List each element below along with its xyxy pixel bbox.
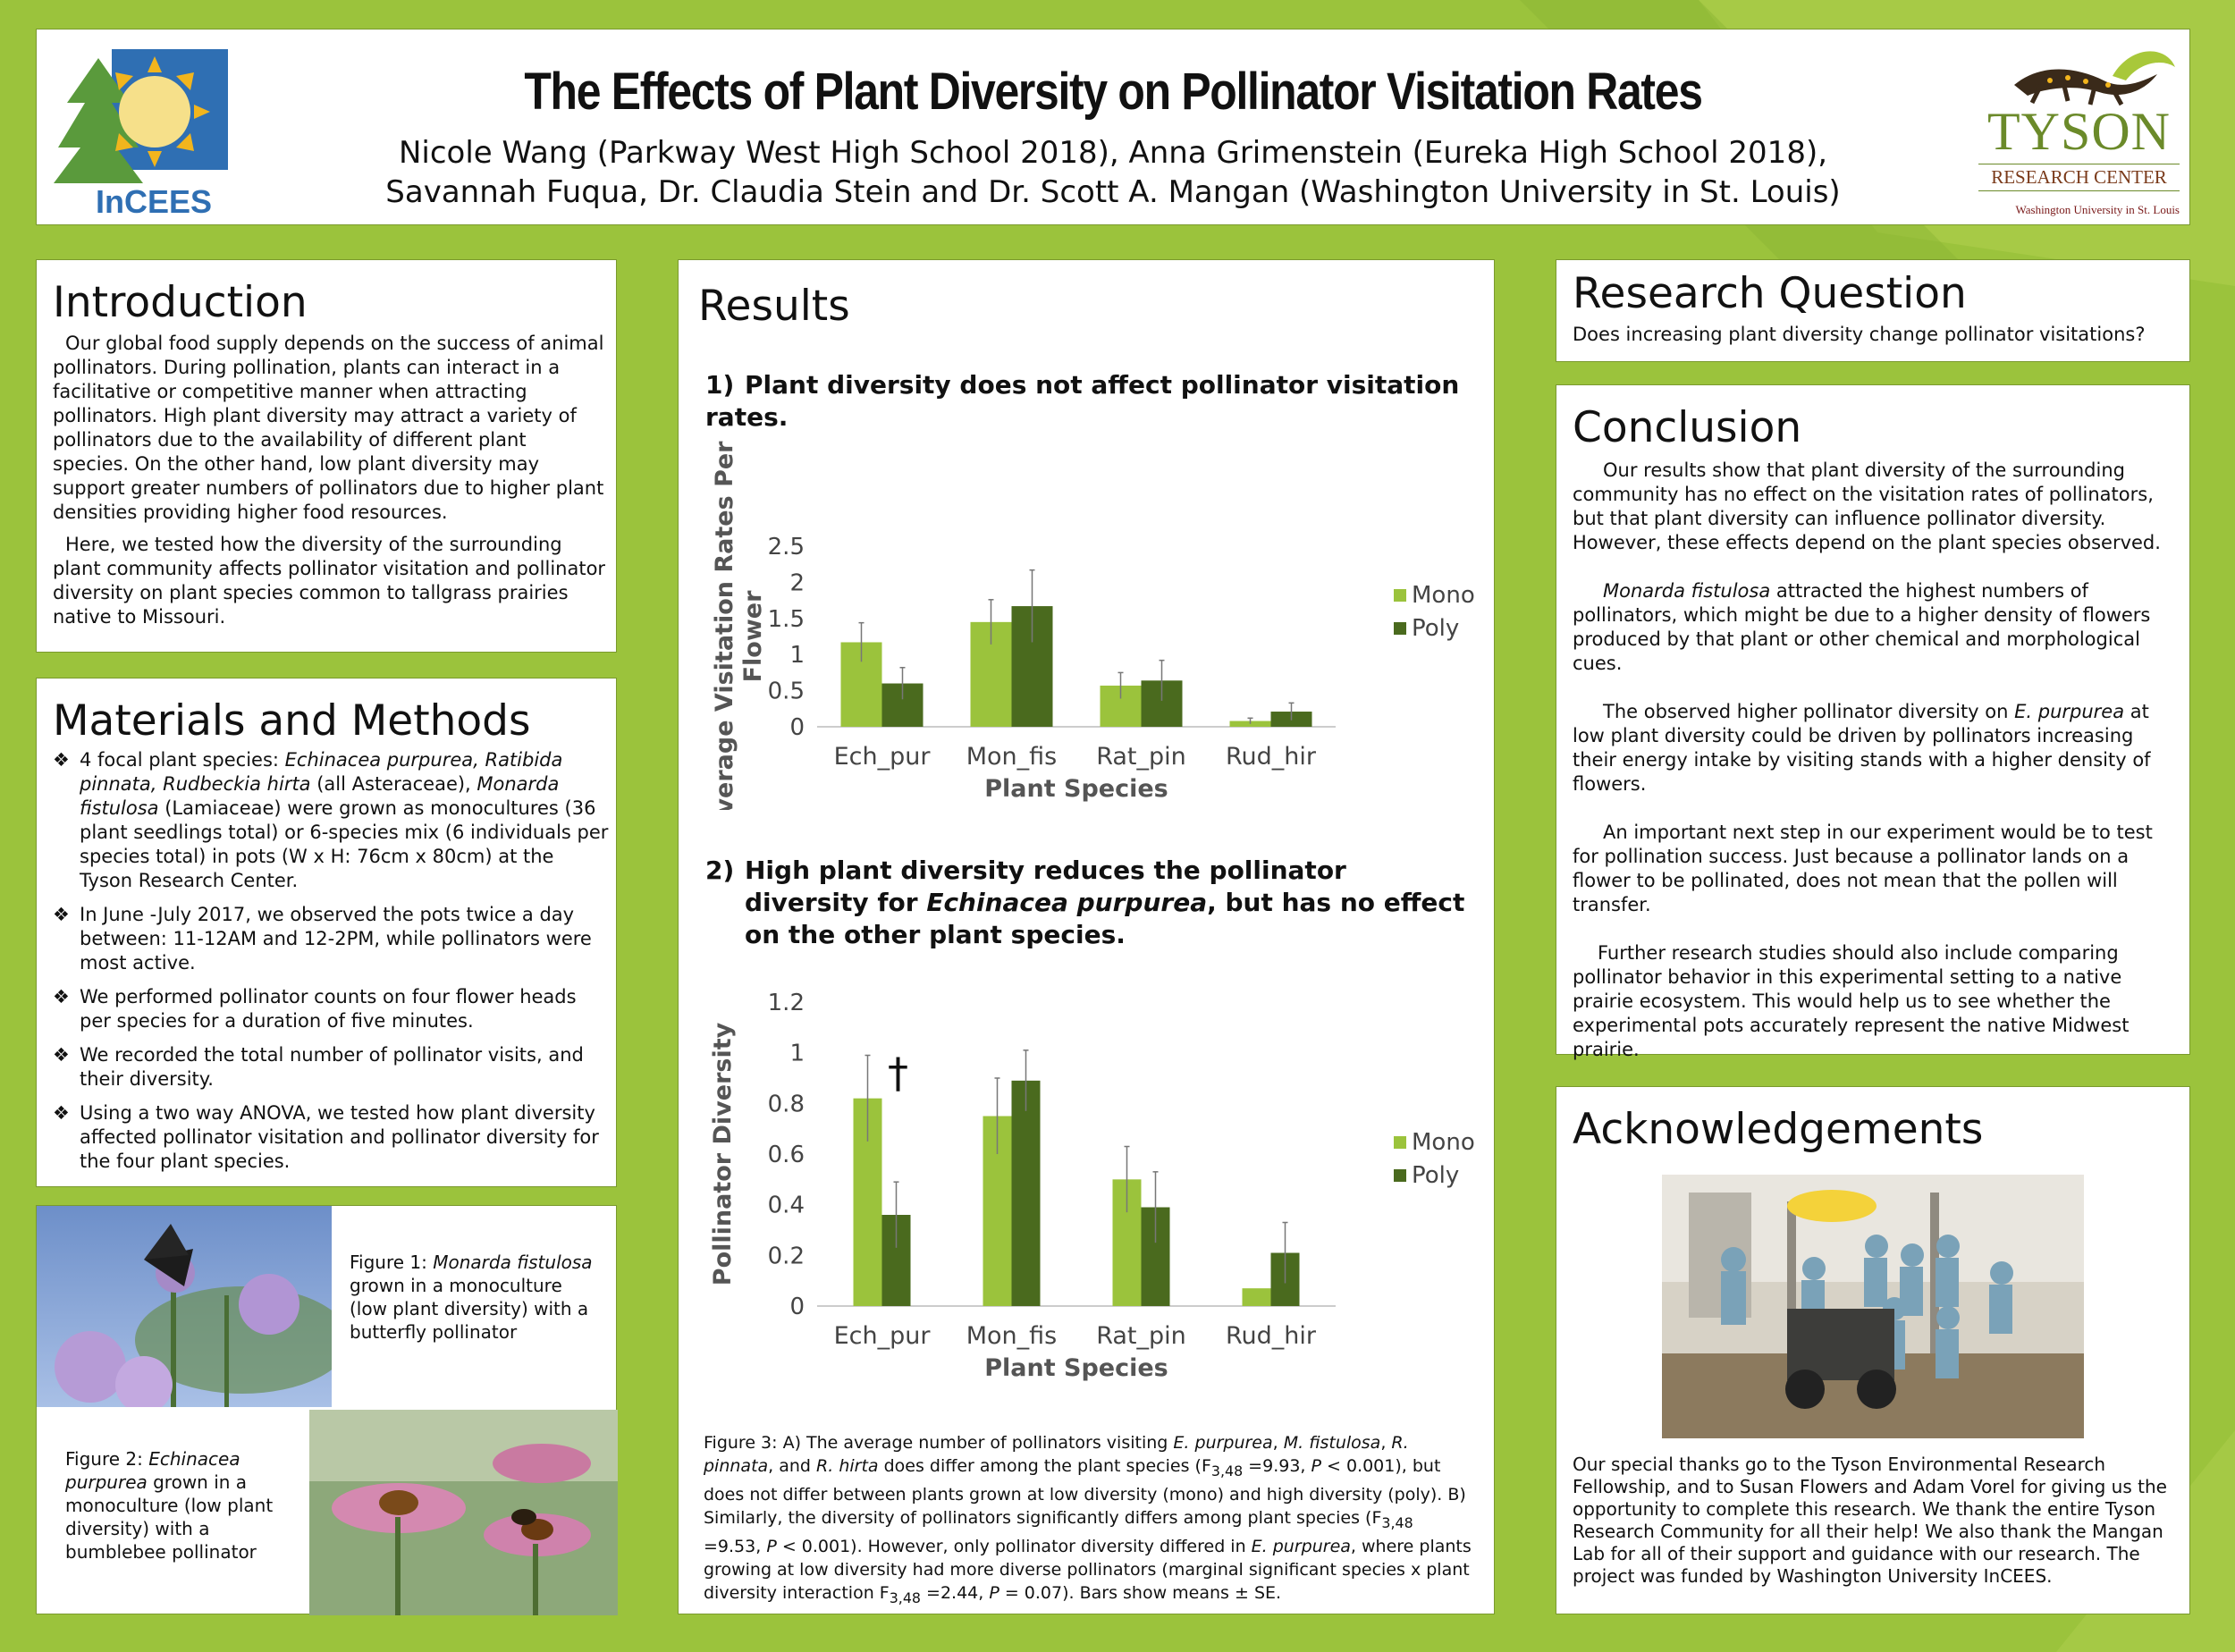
methods-panel: Materials and Methods ❖ 4 focal plant spe… <box>36 678 617 1187</box>
diamond-bullet-icon: ❖ <box>53 1102 70 1124</box>
research-question-panel: Research Question Does increasing plant … <box>1556 259 2190 362</box>
x-tick-label: Mon_fis <box>966 1322 1058 1350</box>
research-question-text: Does increasing plant diversity change p… <box>1573 324 2146 345</box>
acknowledgements-text: Our special thanks go to the Tyson Envir… <box>1573 1454 2167 1587</box>
acknowledgements-panel: Acknowledgements Our speci <box>1556 1086 2190 1614</box>
tyson-logo-wustl: Washington University in St. Louis <box>2015 203 2180 216</box>
salamander-icon <box>2014 51 2175 106</box>
results-panel: Results 1) Plant diversity does not affec… <box>678 259 1495 1614</box>
x-axis-label: Plant Species <box>984 775 1168 803</box>
x-tick-label: Rat_pin <box>1096 743 1186 771</box>
bar-mono-rud_hir <box>1242 1288 1271 1306</box>
y-tick-label: 0 <box>789 1294 805 1320</box>
tyson-logo-sub: RESEARCH CENTER <box>1978 164 2180 191</box>
title-banner: InCEES The Effects of Plant Diversity on… <box>36 29 2190 225</box>
diamond-bullet-icon: ❖ <box>53 749 70 771</box>
y-tick-label: 1 <box>789 1041 805 1067</box>
y-tick-label: 0.8 <box>768 1091 805 1117</box>
introduction-para-2: Here, we tested how the diversity of the… <box>53 534 606 628</box>
legend-swatch-poly <box>1394 1169 1406 1182</box>
diamond-bullet-icon: ❖ <box>53 1044 70 1066</box>
y-tick-label: 0.2 <box>768 1243 805 1269</box>
visitation-rate-chart: 0 0.5 1 1.5 2 2.5 Ech_pur Mon_fis Rat_pin Rud_hir… <box>711 441 1475 810</box>
poster-title: The Effects of Plant Diversity on Pollin… <box>524 63 1703 121</box>
methods-heading: Materials and Methods <box>53 696 531 746</box>
x-tick-label: Mon_fis <box>966 743 1058 771</box>
result-1-title: 1) Plant diversity does not affect pollin… <box>705 370 1460 432</box>
introduction-para-1: Our global food supply depends on the su… <box>53 333 604 523</box>
x-tick-label: Rud_hir <box>1226 1322 1317 1350</box>
figure-2-caption: Figure 2: Echinacea purpurea grown in a … <box>65 1448 274 1563</box>
y-axis-label-line: Average Visitation Rates Per <box>711 441 738 810</box>
figures-panel: Figure 1: Monarda fistulosa grown in a m… <box>36 1205 618 1615</box>
conclusion-panel: Conclusion Our results show that plant d… <box>1556 384 2190 1060</box>
introduction-heading: Introduction <box>53 278 308 327</box>
diamond-bullet-icon: ❖ <box>53 904 70 925</box>
acknowledgements-heading: Acknowledgements <box>1573 1105 1984 1154</box>
figure-1-caption: Figure 1: Monarda fistulosa grown in a m… <box>350 1252 593 1343</box>
team-photo <box>1662 1175 2084 1438</box>
methods-bullet-4: ❖ We recorded the total number of pollina… <box>53 1044 584 1090</box>
pollinator-diversity-chart: 0 0.2 0.4 0.6 0.8 1 1.2 Ech_pur Mon_fis Rat_pin Ru… <box>709 990 1475 1382</box>
legend-label-poly: Poly <box>1412 615 1459 642</box>
conclusion-para-4: An important next step in our experiment… <box>1573 822 2153 915</box>
y-tick-label: 0 <box>789 714 805 741</box>
conclusion-para-1: Our results show that plant diversity of… <box>1573 459 2161 553</box>
legend-swatch-poly <box>1394 622 1406 635</box>
tyson-logo: TYSON RESEARCH CENTER Washington Univers… <box>1978 40 2180 219</box>
tyson-logo-name: TYSON <box>1986 102 2171 161</box>
legend-swatch-mono <box>1394 1136 1406 1149</box>
y-axis-label-line: Flower <box>739 590 767 683</box>
incees-logo: InCEES <box>49 49 255 220</box>
legend-label-poly: Poly <box>1412 1162 1459 1189</box>
results-heading: Results <box>698 282 850 331</box>
methods-bullet-5: ❖ Using a two way ANOVA, we tested how pl… <box>53 1102 599 1172</box>
figure-3-caption: Figure 3: A) The average number of polli… <box>704 1433 1472 1606</box>
bar-poly-mon_fis <box>1011 1080 1041 1306</box>
methods-bullet-1: ❖ 4 focal plant species: Echinacea purpur… <box>53 749 609 891</box>
conclusion-para-5: Further research studies should also inc… <box>1573 942 2130 1060</box>
research-question-heading: Research Question <box>1573 269 1967 318</box>
significance-dagger: † <box>888 1049 908 1098</box>
x-axis-label: Plant Species <box>984 1354 1168 1382</box>
y-tick-label: 2 <box>789 569 805 596</box>
x-tick-label: Rat_pin <box>1096 1322 1186 1350</box>
bumblebee-photo <box>309 1410 618 1615</box>
diamond-bullet-icon: ❖ <box>53 986 70 1007</box>
conclusion-para-2: Monarda fistulosa attracted the highest … <box>1573 580 2151 674</box>
methods-bullet-3: ❖ We performed pollinator counts on four … <box>53 986 577 1032</box>
y-axis-label: Pollinator Diversity <box>709 1022 737 1285</box>
y-tick-label: 0.4 <box>768 1193 805 1219</box>
conclusion-heading: Conclusion <box>1573 403 1802 452</box>
incees-logo-text: InCEES <box>96 183 213 220</box>
y-axis-label: Average Visitation Rates PerFlower <box>711 441 767 810</box>
y-tick-label: 0.5 <box>768 678 805 705</box>
x-tick-label: Rud_hir <box>1226 743 1317 771</box>
x-tick-label: Ech_pur <box>834 743 932 771</box>
butterfly-photo <box>37 1206 332 1407</box>
legend-label-mono: Mono <box>1412 582 1475 609</box>
y-tick-label: 1.2 <box>768 990 805 1016</box>
x-tick-label: Ech_pur <box>834 1322 932 1350</box>
y-tick-label: 0.6 <box>768 1142 805 1168</box>
conclusion-para-3: The observed higher pollinator diversity… <box>1573 701 2151 795</box>
y-tick-label: 1 <box>789 642 805 669</box>
legend-swatch-mono <box>1394 589 1406 602</box>
legend-label-mono: Mono <box>1412 1129 1475 1156</box>
y-tick-label: 1.5 <box>768 606 805 633</box>
authors-line-2: Savannah Fuqua, Dr. Claudia Stein and Dr… <box>385 174 1841 210</box>
incees-logo-icon <box>54 49 228 183</box>
introduction-panel: Introduction Our global food supply depe… <box>36 259 617 653</box>
y-tick-label: 2.5 <box>768 534 805 560</box>
methods-bullet-2: ❖ In June -July 2017, we observed the pot… <box>53 904 592 974</box>
result-2-title: 2) High plant diversity reduces the poll… <box>705 856 1465 949</box>
authors-line-1: Nicole Wang (Parkway West High School 20… <box>398 135 1828 171</box>
